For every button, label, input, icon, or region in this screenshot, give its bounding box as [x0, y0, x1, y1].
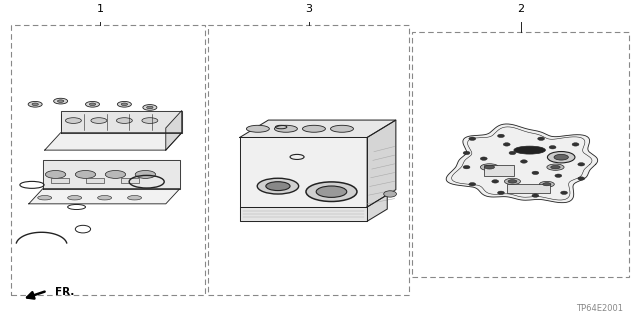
- Ellipse shape: [91, 118, 107, 123]
- Ellipse shape: [127, 196, 141, 200]
- Text: 1: 1: [97, 4, 104, 14]
- Ellipse shape: [484, 165, 495, 169]
- Ellipse shape: [135, 170, 156, 178]
- Ellipse shape: [116, 118, 132, 123]
- Ellipse shape: [45, 170, 66, 178]
- Circle shape: [481, 157, 487, 160]
- Bar: [11, 25, 205, 295]
- Ellipse shape: [68, 196, 82, 200]
- Ellipse shape: [481, 164, 499, 171]
- Ellipse shape: [143, 105, 157, 110]
- Ellipse shape: [316, 186, 347, 197]
- Ellipse shape: [257, 178, 299, 194]
- Bar: [412, 32, 629, 277]
- Circle shape: [497, 191, 504, 195]
- Ellipse shape: [58, 100, 64, 102]
- Ellipse shape: [86, 101, 100, 107]
- Ellipse shape: [117, 101, 131, 107]
- Ellipse shape: [246, 125, 269, 132]
- Ellipse shape: [147, 106, 153, 109]
- Ellipse shape: [98, 196, 111, 200]
- Circle shape: [384, 191, 396, 197]
- Polygon shape: [240, 207, 367, 221]
- Ellipse shape: [142, 118, 158, 123]
- Polygon shape: [61, 111, 182, 133]
- Ellipse shape: [330, 125, 353, 132]
- Circle shape: [578, 177, 585, 180]
- Ellipse shape: [76, 170, 96, 178]
- Ellipse shape: [547, 164, 564, 170]
- Ellipse shape: [32, 103, 38, 106]
- Text: FR.: FR.: [55, 287, 74, 297]
- Ellipse shape: [547, 152, 575, 163]
- Circle shape: [469, 182, 476, 186]
- Polygon shape: [29, 189, 180, 204]
- Ellipse shape: [38, 196, 52, 200]
- Polygon shape: [367, 120, 396, 207]
- Ellipse shape: [121, 103, 127, 106]
- Circle shape: [463, 151, 470, 155]
- Circle shape: [578, 163, 585, 166]
- Circle shape: [532, 171, 539, 174]
- Bar: [121, 178, 139, 183]
- Ellipse shape: [504, 178, 520, 184]
- Circle shape: [492, 180, 499, 183]
- Ellipse shape: [306, 182, 357, 202]
- Ellipse shape: [540, 182, 554, 187]
- Polygon shape: [367, 195, 387, 221]
- Polygon shape: [240, 137, 367, 207]
- Ellipse shape: [508, 180, 517, 183]
- Polygon shape: [446, 124, 598, 203]
- Ellipse shape: [28, 101, 42, 107]
- Circle shape: [561, 191, 568, 195]
- Circle shape: [532, 194, 539, 197]
- Bar: [209, 25, 409, 295]
- Bar: [51, 178, 69, 183]
- Circle shape: [469, 137, 476, 140]
- Ellipse shape: [303, 125, 325, 132]
- Ellipse shape: [65, 118, 81, 123]
- Circle shape: [463, 166, 470, 169]
- Bar: [507, 184, 550, 193]
- Polygon shape: [166, 111, 182, 150]
- Circle shape: [497, 134, 504, 137]
- Circle shape: [509, 151, 516, 155]
- Polygon shape: [43, 160, 180, 189]
- Ellipse shape: [543, 183, 551, 186]
- Polygon shape: [45, 133, 182, 150]
- Polygon shape: [240, 120, 396, 137]
- Ellipse shape: [551, 166, 560, 169]
- Circle shape: [549, 145, 556, 149]
- Ellipse shape: [90, 103, 96, 106]
- Ellipse shape: [266, 182, 290, 190]
- Text: TP64E2001: TP64E2001: [576, 304, 623, 313]
- Text: 3: 3: [306, 4, 313, 14]
- Circle shape: [538, 137, 545, 140]
- Bar: [484, 165, 513, 176]
- Ellipse shape: [514, 146, 545, 154]
- Circle shape: [572, 143, 579, 146]
- Circle shape: [555, 174, 562, 177]
- Circle shape: [503, 143, 510, 146]
- Ellipse shape: [554, 154, 568, 160]
- Ellipse shape: [54, 98, 68, 104]
- Bar: [86, 178, 104, 183]
- Circle shape: [520, 160, 527, 163]
- Ellipse shape: [105, 170, 125, 178]
- Text: 2: 2: [517, 4, 524, 14]
- Ellipse shape: [275, 125, 298, 132]
